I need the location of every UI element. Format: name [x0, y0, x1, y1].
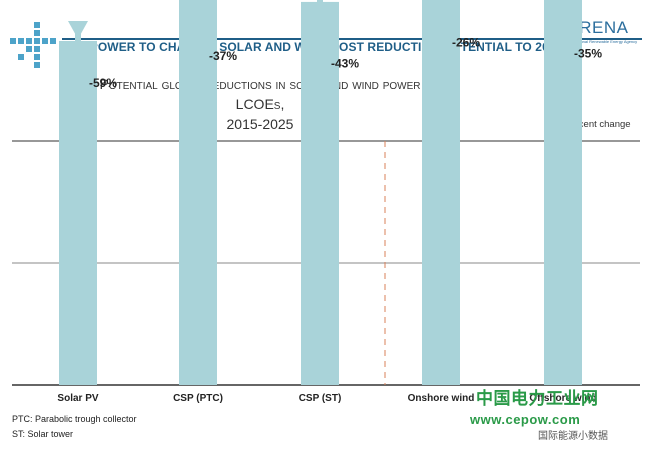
data-label: -35%	[574, 47, 602, 61]
watermark-caption: 国际能源小数据	[538, 431, 608, 442]
category-label: Offshore wind	[529, 393, 596, 404]
brand-squares-icon	[10, 22, 56, 68]
category-label: CSP (ST)	[299, 393, 342, 404]
legend-label: Percent change	[564, 119, 631, 130]
category-label: Onshore wind	[408, 393, 475, 404]
brand-subtitle: International Renewable Energy Agency	[566, 39, 638, 44]
data-label: -43%	[331, 56, 359, 70]
data-label: -26%	[452, 36, 480, 50]
header-rule	[62, 38, 642, 40]
footnote-ptc: PTC: Parabolic trough collector	[12, 414, 137, 424]
data-label: -37%	[209, 49, 237, 63]
footnote-st: ST: Solar tower	[12, 429, 74, 439]
category-label: Solar PV	[57, 393, 98, 404]
brand-name: IRENA	[574, 18, 629, 37]
chart-title-line2: 2015-2025	[226, 116, 294, 132]
watermark-url: www.cepow.com	[470, 412, 581, 427]
data-label: -59%	[89, 76, 117, 90]
reduction-arrow-head	[68, 20, 88, 39]
watermark-title: 中国电力工业网	[476, 389, 599, 408]
category-label: CSP (PTC)	[173, 393, 223, 404]
